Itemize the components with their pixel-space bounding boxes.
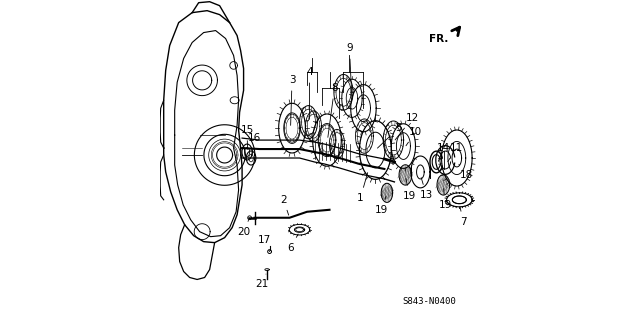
Text: 13: 13 [420, 178, 433, 200]
Text: 6: 6 [287, 234, 298, 252]
Text: 19: 19 [403, 179, 416, 201]
Text: 5: 5 [378, 123, 402, 148]
Text: 12: 12 [395, 113, 419, 140]
Text: 7: 7 [460, 206, 466, 227]
Text: 9: 9 [346, 44, 353, 98]
Text: 10: 10 [406, 127, 422, 146]
Text: 16: 16 [248, 133, 261, 155]
Text: S843-N0400: S843-N0400 [403, 297, 456, 306]
Text: 19: 19 [439, 189, 452, 210]
Text: 21: 21 [255, 274, 268, 290]
Text: 2: 2 [280, 195, 288, 215]
Text: 11: 11 [448, 143, 463, 162]
Text: FR.: FR. [429, 34, 449, 44]
Text: 8: 8 [328, 83, 338, 137]
Text: 15: 15 [241, 125, 254, 149]
Text: 4: 4 [306, 68, 313, 119]
Text: 14: 14 [437, 143, 450, 161]
Text: 17: 17 [258, 235, 271, 252]
Text: 1: 1 [357, 172, 367, 203]
Text: 18: 18 [459, 164, 473, 180]
Text: 3: 3 [289, 75, 295, 125]
Text: 19: 19 [375, 196, 388, 215]
Text: 20: 20 [237, 220, 250, 237]
